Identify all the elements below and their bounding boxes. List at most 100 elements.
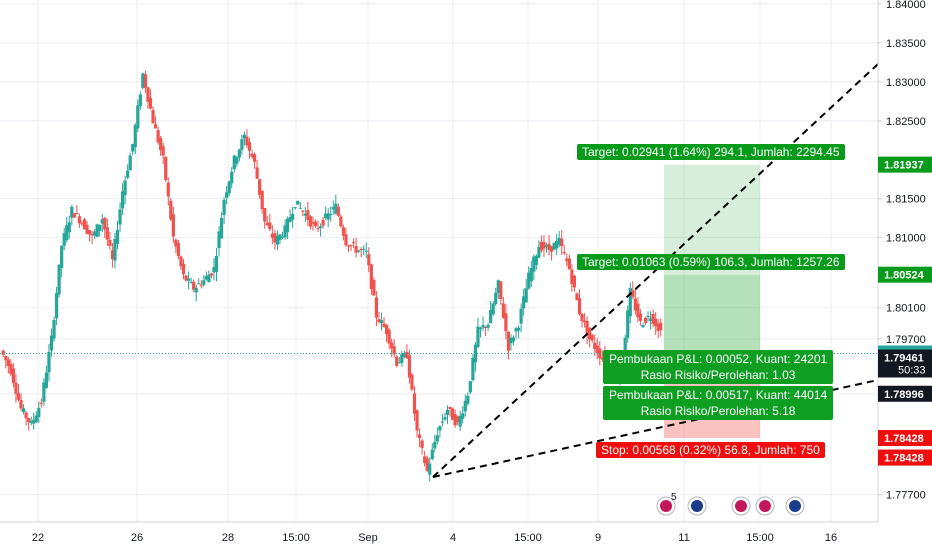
price-tag-label: 1.78428 — [884, 433, 924, 445]
candle-body — [478, 327, 483, 330]
event-count: 5 — [671, 492, 677, 503]
info-2-pnl: Pembukaan P&L: 0.00517, Kuant: 44014 — [609, 388, 828, 402]
candle-body — [230, 171, 234, 184]
candle-body — [72, 213, 76, 218]
candle-body — [143, 74, 148, 89]
candle-body — [382, 323, 386, 327]
candle-body — [659, 322, 663, 331]
candle-body — [82, 219, 87, 230]
candle-body — [141, 73, 145, 88]
candle-body — [489, 309, 493, 324]
candle-body — [582, 320, 587, 323]
candle-body — [275, 235, 280, 245]
candle-body — [567, 258, 571, 270]
candle-body — [643, 317, 648, 323]
candle-body — [532, 256, 536, 272]
candle-body — [27, 418, 31, 423]
event-flag-dot — [735, 500, 747, 512]
price-tag — [878, 430, 932, 447]
candle-body — [260, 190, 264, 210]
candle-body — [364, 250, 368, 252]
candle-body — [80, 223, 84, 225]
candle-body — [21, 408, 26, 413]
candle-body — [16, 393, 21, 400]
candle-body — [600, 357, 604, 360]
candle-body — [433, 442, 437, 449]
candle-body — [633, 298, 637, 311]
candle-body — [303, 213, 307, 216]
candle-body — [250, 153, 254, 157]
candle-body — [62, 233, 66, 246]
candle-body — [590, 335, 594, 341]
candle-body — [288, 217, 292, 222]
candle-body — [258, 179, 262, 195]
candle-body — [506, 331, 511, 351]
candle-body — [499, 281, 503, 300]
time-axis — [0, 522, 932, 550]
candle-body — [483, 327, 488, 329]
candle-body — [209, 273, 214, 276]
candle-body — [11, 368, 16, 384]
candle-body — [148, 97, 153, 109]
candle-body — [108, 239, 112, 246]
candle-body — [42, 382, 46, 402]
candle-body — [181, 263, 186, 275]
position-info-1: Pembukaan P&L: 0.00052, Kuant: 24201 Ras… — [603, 350, 834, 384]
y-tick-label: 1.83500 — [886, 38, 926, 50]
candle-body — [103, 217, 107, 230]
candle-body — [397, 362, 401, 364]
candle-body — [308, 216, 313, 227]
candle-body — [354, 246, 358, 253]
price-tag — [878, 385, 932, 402]
y-tick-label: 1.82500 — [886, 116, 926, 128]
candle-body — [514, 328, 518, 332]
candle-body — [648, 318, 653, 321]
candle-body — [222, 199, 226, 215]
candle-body — [313, 221, 318, 227]
candle-body — [296, 200, 300, 205]
price-tag — [878, 449, 932, 466]
candle-body — [417, 434, 422, 439]
candle-body — [176, 243, 181, 257]
candle-body — [240, 139, 244, 150]
candle-body — [656, 323, 660, 331]
candle-body — [654, 318, 658, 327]
candle-body — [346, 245, 351, 247]
x-tick-label: Sep — [358, 532, 378, 544]
candle-body — [501, 303, 505, 318]
candle-body — [268, 222, 272, 229]
price-tag — [878, 156, 932, 173]
candle-body — [524, 288, 528, 303]
candle-body — [202, 280, 206, 285]
candle-body — [133, 125, 137, 148]
candle-body — [577, 297, 582, 315]
candle-body — [428, 463, 432, 475]
candle-body — [291, 213, 295, 220]
candle-body — [47, 351, 51, 373]
candle-body — [334, 203, 338, 214]
candle-body — [225, 192, 229, 198]
candle-body — [367, 254, 371, 266]
candle-body — [128, 155, 132, 171]
x-tick-label: 15:00 — [282, 532, 310, 544]
candle-body — [516, 327, 521, 331]
candle-body — [580, 313, 584, 322]
candle-body — [390, 342, 394, 349]
candle-body — [443, 417, 447, 420]
position-info-2: Pembukaan P&L: 0.00517, Kuant: 44014 Ras… — [603, 386, 834, 420]
candle-body — [384, 325, 389, 335]
candle-body — [331, 207, 335, 210]
candle-body — [572, 275, 577, 288]
candle-body — [651, 313, 655, 325]
candle-body — [415, 410, 419, 431]
x-tick-label: 16 — [825, 532, 837, 544]
candle-body — [374, 297, 379, 318]
candle-body — [491, 303, 495, 315]
candle-body — [588, 327, 592, 340]
candle-body — [24, 412, 28, 419]
candle-body — [265, 222, 269, 226]
candle-body — [65, 225, 69, 241]
candle-body — [159, 138, 163, 151]
